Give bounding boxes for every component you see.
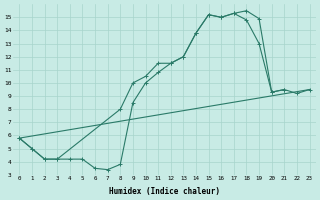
X-axis label: Humidex (Indice chaleur): Humidex (Indice chaleur) xyxy=(109,187,220,196)
